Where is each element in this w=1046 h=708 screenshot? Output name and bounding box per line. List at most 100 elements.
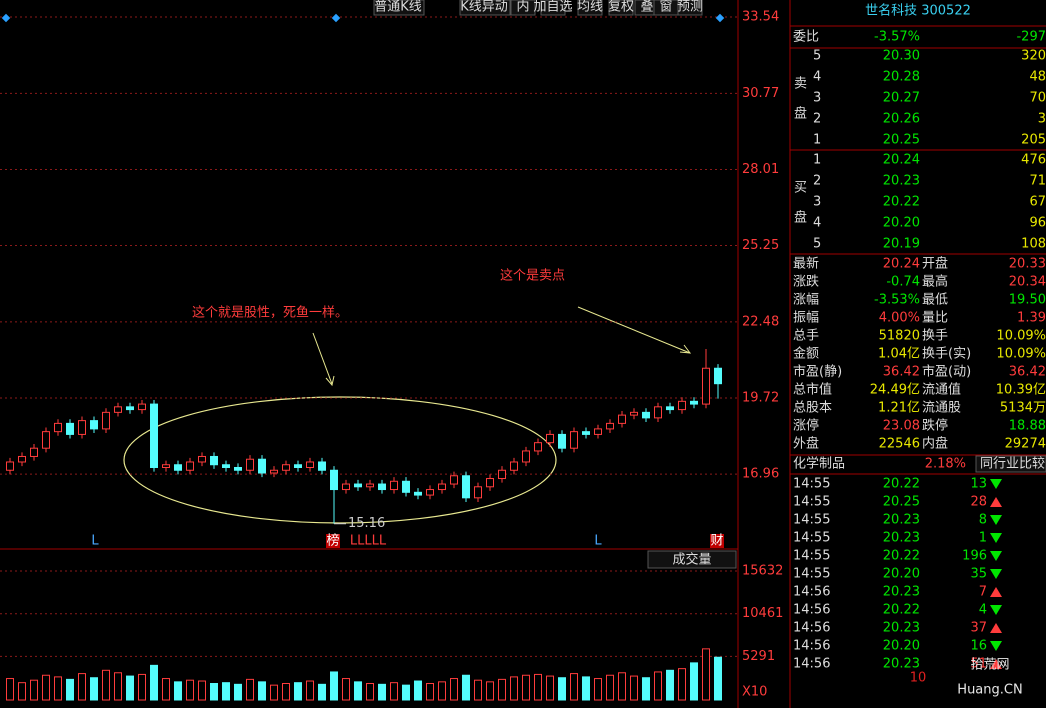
y-tick-label: 19.72	[742, 391, 779, 406]
candle-body	[222, 464, 230, 468]
y-tick-label: 22.48	[742, 314, 779, 329]
toolbar-button[interactable]: 内	[516, 0, 529, 15]
trade-time: 14:55	[793, 549, 830, 564]
toolbar-tab[interactable]	[608, 0, 634, 16]
label: 盘	[794, 106, 807, 122]
volume-bar	[630, 675, 638, 701]
toolbar-tab[interactable]	[373, 0, 425, 16]
volume-bar	[402, 684, 410, 701]
arrow-head	[325, 375, 335, 387]
value: -3.53%	[874, 293, 920, 308]
y-tick-label: 33.54	[742, 10, 779, 25]
price: 20.28	[883, 70, 920, 85]
candle-body	[534, 442, 542, 452]
volume-bar	[558, 677, 566, 701]
candle-body	[210, 455, 218, 466]
toolbar-button[interactable]: 普通K线	[374, 0, 422, 15]
candle-body	[546, 433, 554, 444]
label: 换手	[922, 329, 948, 344]
volume-bar	[126, 675, 134, 701]
toolbar-button[interactable]: 叠	[640, 0, 653, 15]
volume-bar	[522, 674, 530, 701]
candle-body	[678, 400, 686, 411]
volume-bar	[546, 675, 554, 701]
label: 总市值	[793, 382, 832, 398]
compare-button[interactable]	[975, 455, 1046, 473]
value: 20.34	[1009, 275, 1046, 290]
y-tick-label: X10	[742, 685, 767, 700]
toolbar-tab[interactable]	[577, 0, 603, 16]
trade-price: 20.23	[883, 657, 920, 672]
volume-bar	[474, 679, 482, 701]
trade-price: 20.22	[883, 549, 920, 564]
level: 5	[813, 237, 821, 252]
volume-bar	[6, 678, 14, 701]
volume-bar	[606, 674, 614, 701]
volume-bar	[54, 676, 62, 701]
volume-bar	[174, 681, 182, 701]
toolbar-button[interactable]: 预测	[677, 0, 703, 15]
toolbar-tab[interactable]	[540, 0, 566, 16]
candle-body	[90, 420, 98, 430]
candle-body	[342, 483, 350, 491]
toolbar-tab[interactable]	[510, 0, 536, 16]
toolbar-tab[interactable]	[677, 0, 703, 16]
value: -297	[1016, 30, 1046, 45]
candle-body	[114, 406, 122, 413]
volume: 476	[1021, 153, 1046, 168]
trade-volume: 51	[970, 657, 987, 672]
candle-body	[606, 422, 614, 430]
price: 20.30	[883, 49, 920, 64]
volume: 70	[1029, 91, 1046, 106]
trade-price: 20.23	[883, 513, 920, 528]
trade-price: 20.25	[883, 495, 920, 510]
toolbar-button[interactable]: K线异动	[460, 0, 508, 15]
volume-bar	[582, 676, 590, 701]
volume-bar	[366, 683, 374, 701]
level: 2	[813, 112, 821, 127]
value: 19.50	[1009, 293, 1046, 308]
value: 1.39	[1017, 311, 1046, 326]
price: 20.24	[883, 153, 920, 168]
candle-body	[306, 461, 314, 468]
label: 市盈(动)	[922, 364, 971, 380]
toolbar-button[interactable]: 窗	[659, 0, 672, 15]
candle-body	[138, 403, 146, 411]
volume-bar	[78, 673, 86, 701]
candle-body	[54, 422, 62, 433]
trade-arrow	[990, 605, 1002, 615]
compare-button-label[interactable]: 同行业比较	[980, 457, 1045, 472]
candle-body	[498, 469, 506, 480]
trade-time: 14:55	[793, 513, 830, 528]
candle-body	[630, 411, 638, 416]
toolbar-button[interactable]: 均线	[577, 0, 603, 15]
volume-bar	[438, 681, 446, 701]
watermark: 10	[910, 671, 927, 686]
candle-body	[690, 400, 698, 405]
volume-bar	[414, 680, 422, 701]
label: 内盘	[922, 436, 948, 452]
toolbar-button[interactable]: 加自选	[533, 0, 572, 15]
volume-bar	[714, 656, 722, 701]
candle-body	[570, 431, 578, 449]
volume-title[interactable]: 成交量	[672, 552, 711, 568]
volume-title-box[interactable]	[647, 550, 737, 569]
volume-bar	[294, 682, 302, 701]
volume-bar	[330, 671, 338, 701]
trade-arrow	[990, 623, 1002, 633]
low-label: 15.16	[348, 516, 385, 531]
candle-body	[186, 461, 194, 471]
volume-bar	[486, 681, 494, 701]
y-tick-label: 16.96	[742, 467, 779, 482]
volume-bar	[210, 683, 218, 701]
level: 1	[813, 133, 821, 148]
trade-arrow	[990, 479, 1002, 489]
price: 20.26	[883, 112, 920, 127]
toolbar-button[interactable]: 复权	[608, 0, 634, 15]
toolbar-tab[interactable]	[459, 0, 511, 16]
candle-body	[426, 489, 434, 496]
trade-arrow	[990, 569, 1002, 579]
y-tick-label: 5291	[742, 649, 775, 664]
volume-bar	[114, 672, 122, 701]
